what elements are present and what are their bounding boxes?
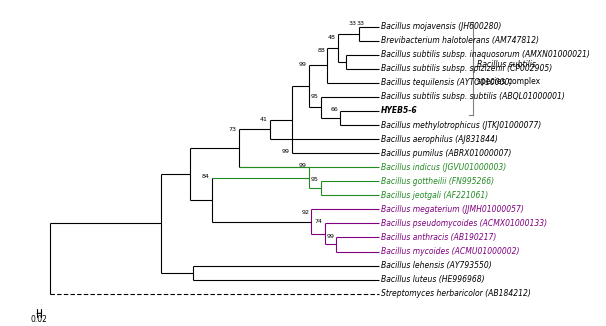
Text: Bacillus mycoides (ACMU01000002): Bacillus mycoides (ACMU01000002) [381, 247, 520, 256]
Text: 84: 84 [202, 174, 210, 179]
Text: 99: 99 [299, 62, 307, 67]
Text: 99: 99 [282, 149, 290, 154]
Text: Bacillus indicus (JGVU01000003): Bacillus indicus (JGVU01000003) [381, 163, 507, 172]
Text: Bacillus pumilus (ABRX01000007): Bacillus pumilus (ABRX01000007) [381, 149, 511, 158]
Text: Bacillus mojavensis (JH600280): Bacillus mojavensis (JH600280) [381, 22, 502, 31]
Text: Streptomyces herbaricolor (AB184212): Streptomyces herbaricolor (AB184212) [381, 289, 531, 298]
Text: 99: 99 [299, 163, 307, 168]
Text: Bacillus subtilis subsp. inaquosorum (AMXN01000021): Bacillus subtilis subsp. inaquosorum (AM… [381, 50, 590, 59]
Text: 33: 33 [356, 22, 365, 26]
Text: 41: 41 [260, 117, 268, 122]
Text: Bacillus methylotrophicus (JTKJ01000077): Bacillus methylotrophicus (JTKJ01000077) [381, 121, 542, 129]
Text: 66: 66 [330, 107, 338, 112]
Text: Bacillus lehensis (AY793550): Bacillus lehensis (AY793550) [381, 261, 492, 270]
Text: Bacillus tequilensis (AYTO010000): Bacillus tequilensis (AYTO010000) [381, 78, 513, 87]
Text: Bacillus pseudomycoides (ACMX01000133): Bacillus pseudomycoides (ACMX01000133) [381, 219, 547, 228]
Text: species complex: species complex [477, 77, 540, 86]
Text: 99: 99 [326, 233, 335, 239]
Text: 92: 92 [301, 210, 309, 215]
Text: Bacillus anthracis (AB190217): Bacillus anthracis (AB190217) [381, 233, 497, 242]
Text: Bacillus gottheilii (FN995266): Bacillus gottheilii (FN995266) [381, 177, 494, 186]
Text: 73: 73 [228, 127, 236, 132]
Text: 33: 33 [348, 22, 356, 26]
Text: 88: 88 [318, 48, 325, 53]
Text: Bacillus megaterium (JJMH01000057): Bacillus megaterium (JJMH01000057) [381, 205, 524, 214]
Text: 95: 95 [311, 95, 319, 99]
Text: Bacillus luteus (HE996968): Bacillus luteus (HE996968) [381, 275, 485, 284]
Text: Bacillus aerophilus (AJ831844): Bacillus aerophilus (AJ831844) [381, 135, 498, 143]
Text: 74: 74 [315, 219, 323, 224]
Text: Bacillus subtilis: Bacillus subtilis [477, 60, 536, 69]
Text: Brevibacterium halotolerans (AM747812): Brevibacterium halotolerans (AM747812) [381, 36, 539, 45]
Text: Bacillus subtilis subsp. spizizenii (CP002905): Bacillus subtilis subsp. spizizenii (CP0… [381, 64, 553, 73]
Text: Bacillus subtilis subsp. subtilis (ABQL01000001): Bacillus subtilis subsp. subtilis (ABQL0… [381, 93, 565, 101]
Text: Bacillus jeotgali (AF221061): Bacillus jeotgali (AF221061) [381, 191, 488, 200]
Text: 95: 95 [311, 177, 319, 182]
Text: HYEB5-6: HYEB5-6 [381, 107, 418, 115]
Text: 48: 48 [328, 36, 336, 40]
Text: 0.02: 0.02 [31, 315, 48, 324]
